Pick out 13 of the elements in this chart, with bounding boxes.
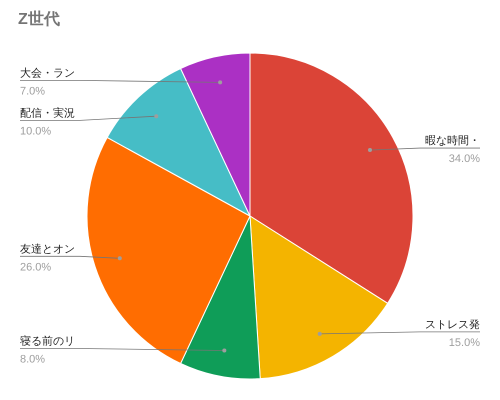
data-label: 34.0%: [448, 153, 480, 166]
slice-label: 友達とオン: [20, 242, 75, 256]
data-label: 15.0%: [448, 336, 480, 349]
data-label: 8.0%: [20, 353, 46, 366]
data-label: 10.0%: [20, 125, 52, 138]
slice-label: 配信・実況: [20, 106, 75, 120]
data-label: 26.0%: [20, 261, 52, 274]
slice-label: 大会・ラン: [20, 66, 75, 80]
data-label: 7.0%: [20, 85, 46, 98]
chart-title: Z世代: [18, 10, 60, 28]
slice-label: ストレス発: [425, 318, 480, 331]
slice-label: 寝る前のリ: [20, 334, 75, 348]
slice-label: 暇な時間・: [425, 134, 480, 148]
